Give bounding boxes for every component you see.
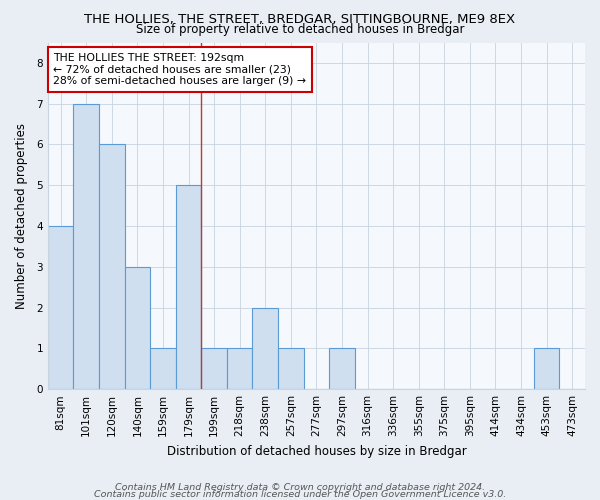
Bar [278, 348, 304, 389]
Bar [125, 267, 150, 389]
Bar [201, 348, 227, 389]
Bar [227, 348, 253, 389]
Text: Contains HM Land Registry data © Crown copyright and database right 2024.: Contains HM Land Registry data © Crown c… [115, 484, 485, 492]
X-axis label: Distribution of detached houses by size in Bredgar: Distribution of detached houses by size … [167, 444, 466, 458]
Text: THE HOLLIES THE STREET: 192sqm
← 72% of detached houses are smaller (23)
28% of : THE HOLLIES THE STREET: 192sqm ← 72% of … [53, 53, 306, 86]
Bar [176, 186, 201, 389]
Text: Size of property relative to detached houses in Bredgar: Size of property relative to detached ho… [136, 22, 464, 36]
Bar [329, 348, 355, 389]
Bar [534, 348, 559, 389]
Text: Contains public sector information licensed under the Open Government Licence v3: Contains public sector information licen… [94, 490, 506, 499]
Bar [99, 144, 125, 389]
Bar [48, 226, 73, 389]
Text: THE HOLLIES, THE STREET, BREDGAR, SITTINGBOURNE, ME9 8EX: THE HOLLIES, THE STREET, BREDGAR, SITTIN… [85, 12, 515, 26]
Y-axis label: Number of detached properties: Number of detached properties [15, 123, 28, 309]
Bar [73, 104, 99, 389]
Bar [253, 308, 278, 389]
Bar [150, 348, 176, 389]
